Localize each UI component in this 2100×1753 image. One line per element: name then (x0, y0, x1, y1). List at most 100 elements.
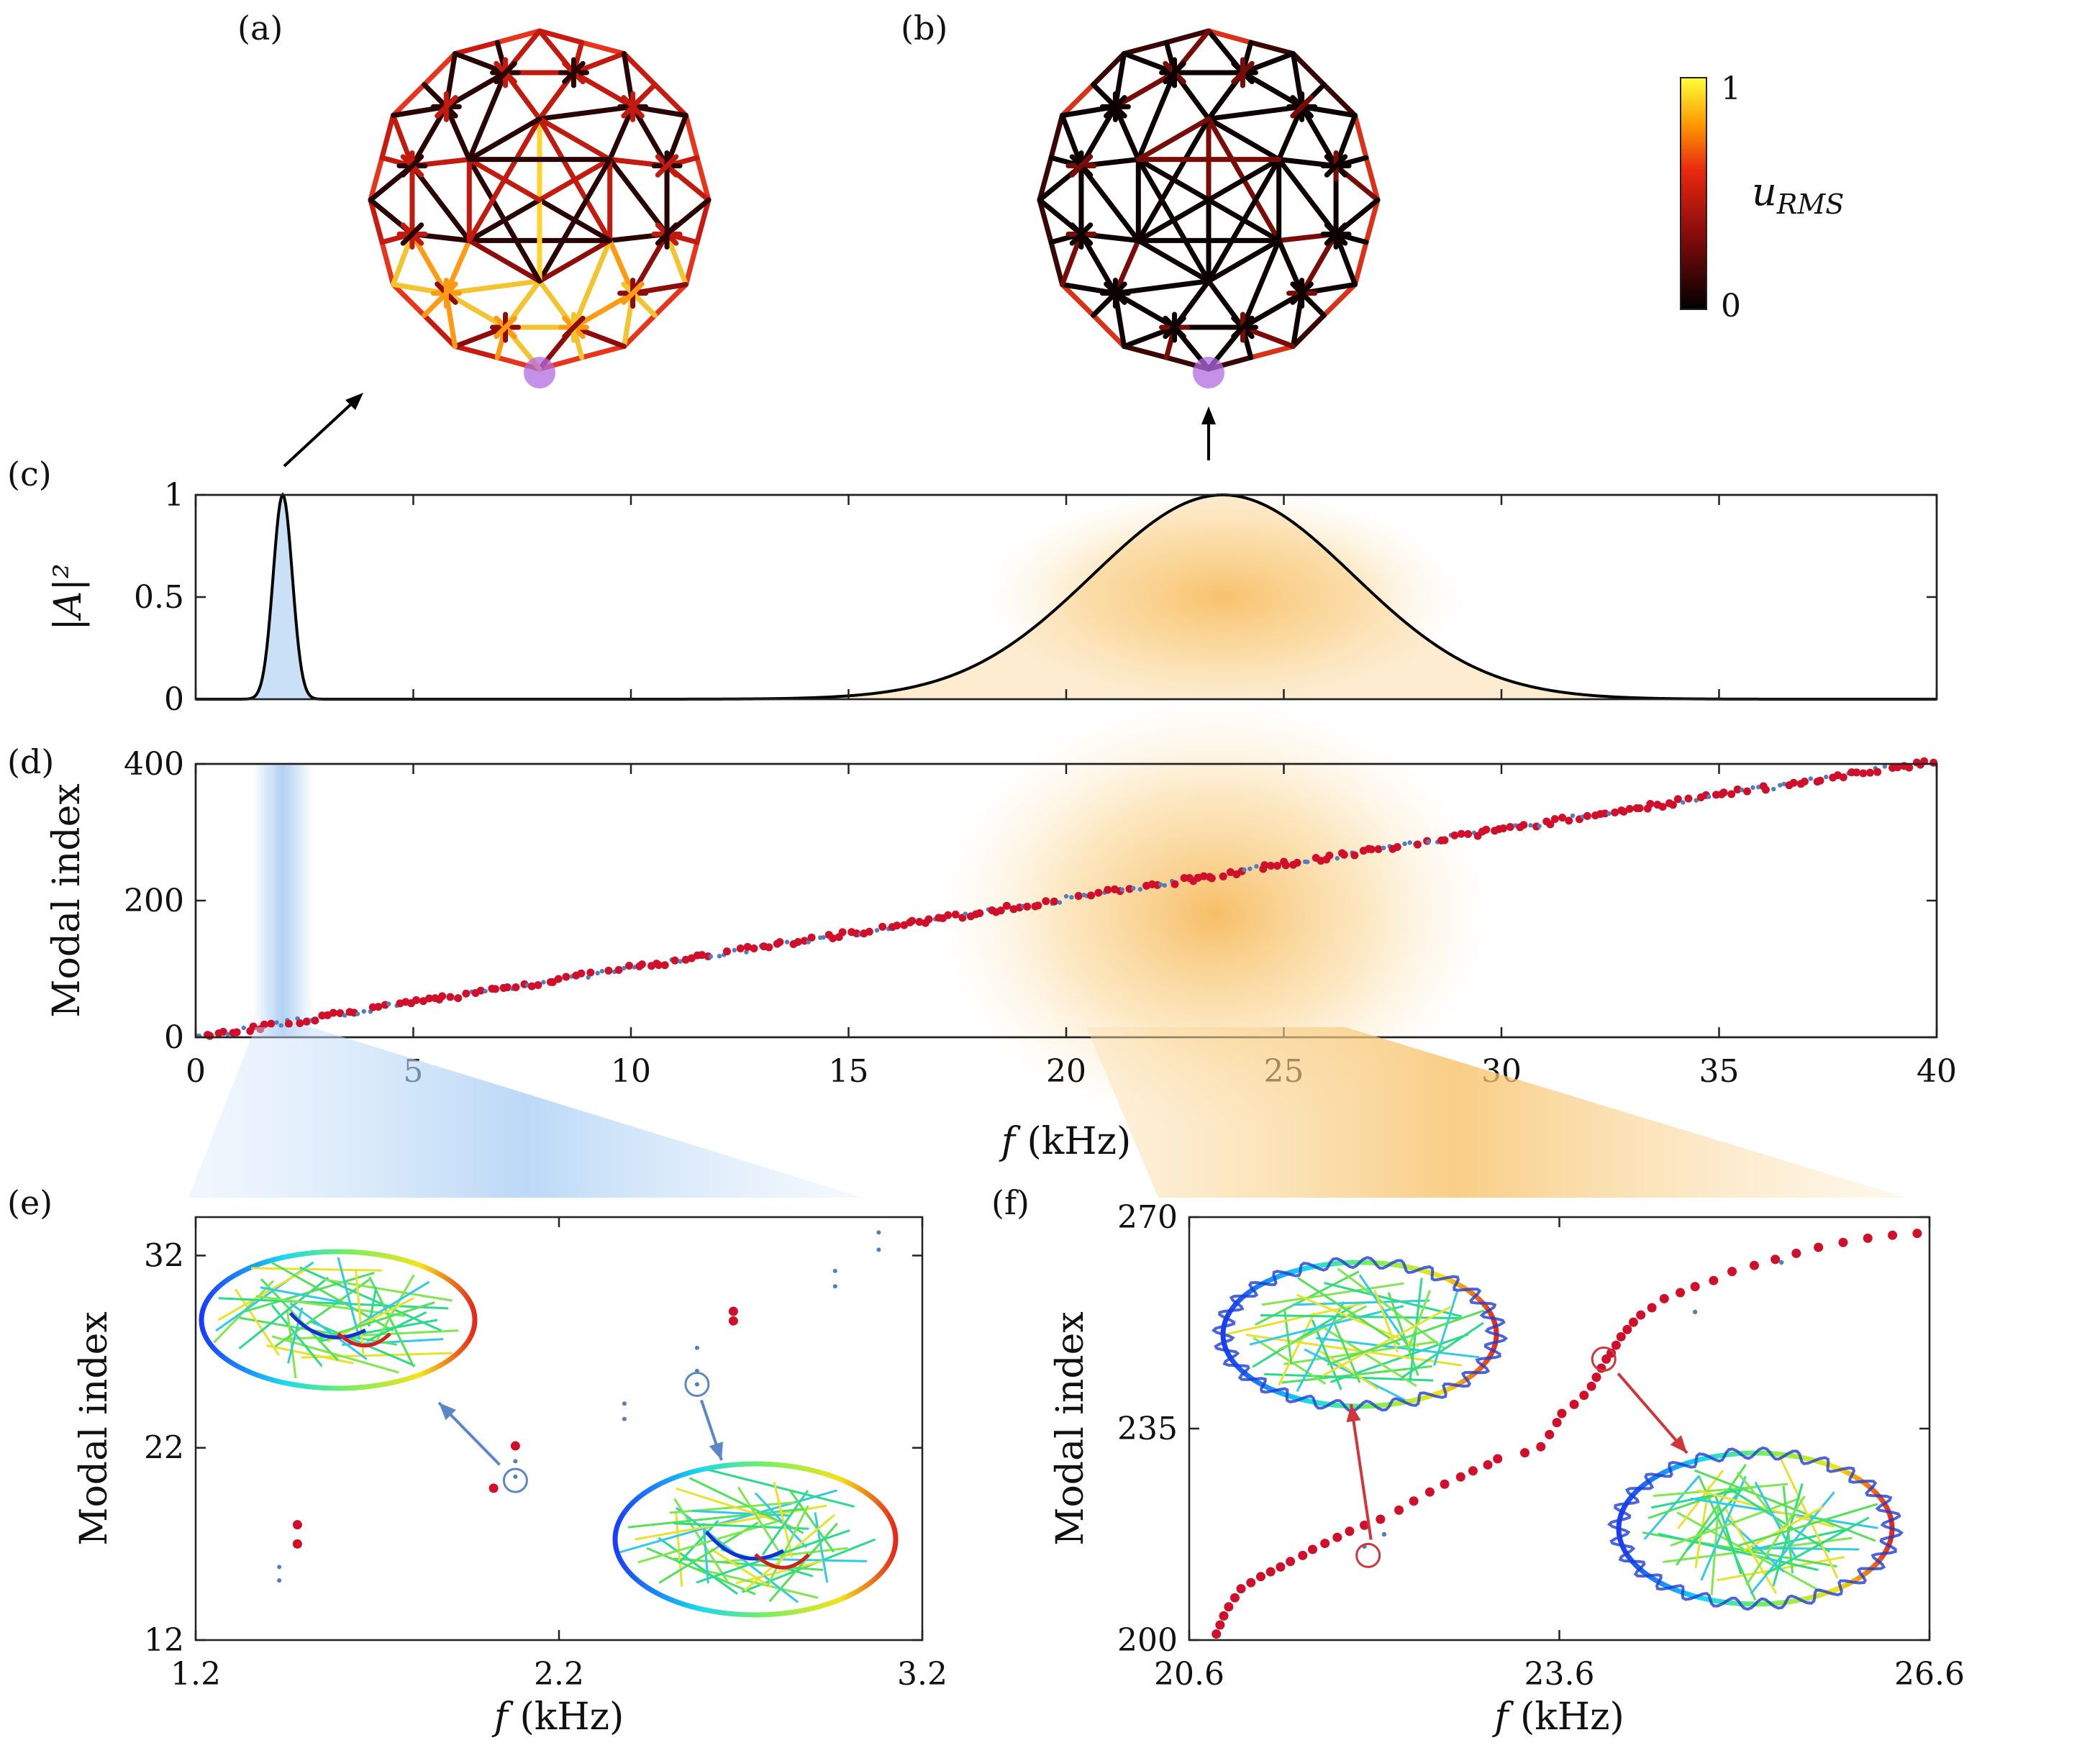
mode-point-blue (708, 954, 714, 959)
network-edge (664, 231, 689, 287)
mode-point-red (1224, 1602, 1234, 1612)
network-edge (1037, 197, 1054, 245)
mode-point-red (1586, 1381, 1596, 1391)
y-tick-label: 1 (164, 477, 184, 514)
network-edge (1069, 154, 1094, 178)
x-tick-label: 1.2 (171, 1656, 221, 1693)
mode-point-red (1647, 1303, 1657, 1313)
mode-point-red (1859, 769, 1868, 778)
mode-shape-edge (260, 1286, 353, 1306)
network-edge (390, 82, 427, 118)
mode-point-blue (832, 1268, 837, 1273)
network-edge (453, 40, 500, 56)
peak-fill (244, 495, 322, 699)
x-tick-label: 20 (1046, 1053, 1086, 1090)
mode-point-red (1506, 823, 1514, 832)
network-edge (1363, 155, 1381, 203)
mode-point-blue (1162, 883, 1168, 888)
mode-shape-wave (1211, 1256, 1509, 1413)
network-edge (1231, 60, 1255, 85)
mode-point-red (1635, 804, 1644, 813)
mode-point-red (1267, 862, 1276, 870)
network-edge (443, 104, 472, 163)
mode-point-red (1611, 1340, 1621, 1350)
mode-shape-edge (1737, 1503, 1878, 1547)
mode-point-blue (1407, 840, 1412, 845)
mode-shape-wave (1606, 1446, 1904, 1611)
mode-point-red (1557, 1408, 1567, 1419)
mode-point-red (1888, 1230, 1898, 1240)
mode-point-red (908, 916, 917, 925)
mode-point-red (1464, 830, 1473, 839)
mode-shape-edge (708, 1468, 855, 1508)
mode-point-red (1789, 778, 1798, 787)
mode-point-blue (1137, 887, 1143, 892)
mode-point-blue (513, 1459, 518, 1464)
mode-shape-edge (768, 1522, 838, 1603)
mode-point-red (1749, 1260, 1759, 1270)
mode-point-red (454, 994, 463, 1003)
y-tick-label: 0 (164, 681, 184, 718)
mode-point-red (1393, 842, 1401, 851)
mode-shape-edge (1322, 1306, 1452, 1378)
panel-label-c: (c) (7, 455, 52, 493)
x-axis-label: f (kHz) (999, 1120, 1132, 1163)
mode-point-red (232, 1028, 241, 1037)
mode-point-red (534, 980, 542, 989)
mode-point-red (292, 1520, 302, 1530)
network-edge (1048, 113, 1065, 160)
mode-point-red (586, 968, 595, 977)
mode-shape-edge (366, 1311, 427, 1342)
network-edge (652, 82, 689, 118)
mode-point-red (1298, 1550, 1308, 1560)
network-edge (1363, 197, 1381, 245)
mode-point-red (794, 937, 802, 946)
mode-point-blue (622, 1401, 627, 1406)
network-edge (1059, 282, 1096, 318)
mode-point-red (302, 1017, 311, 1026)
mode-point-red (1583, 811, 1591, 820)
mode-shape-edge (1643, 1475, 1701, 1541)
mode-point-red (446, 993, 455, 1001)
mode-point-red (1673, 795, 1682, 803)
mode-point-red (512, 983, 520, 992)
mode-shape-edge (1406, 1290, 1431, 1352)
network-edge (694, 155, 712, 203)
mode-shape-edge (1283, 1310, 1293, 1365)
mode-point-red (260, 1020, 268, 1029)
mode-shape-edge (766, 1505, 809, 1587)
y-tick-label: 200 (124, 883, 184, 919)
mode-shape-edge (299, 1266, 442, 1331)
mode-point-blue (1706, 794, 1712, 799)
network-edge (1112, 278, 1212, 296)
mode-point-red (1340, 850, 1348, 859)
mode-point-red (951, 910, 960, 919)
mode-point-blue (278, 1023, 283, 1028)
y-tick-label: 0.5 (134, 579, 184, 616)
mode-point-red (1034, 901, 1042, 910)
orange-glow (985, 489, 1460, 705)
mode-shape-accent-red (337, 1332, 391, 1348)
x-axis-label: f (kHz) (1491, 1695, 1624, 1739)
mode-point-blue (876, 1247, 881, 1252)
y-axis-label: Modal index (73, 1311, 116, 1546)
mode-shape-edge (218, 1297, 449, 1310)
network-edge (1104, 281, 1127, 305)
network-edge (1163, 60, 1186, 85)
network-edge (683, 240, 700, 287)
network-edge (1112, 104, 1141, 163)
mode-point-red (1273, 862, 1281, 870)
highlight-ring (1355, 1542, 1381, 1568)
mode-shape-edge (289, 1302, 368, 1360)
x-axis-label: f (kHz) (491, 1695, 624, 1739)
network-edge (1078, 104, 1118, 169)
mode-point-red (1246, 1577, 1256, 1588)
mode-point-blue (386, 1001, 391, 1006)
mode-shape-edge (1714, 1494, 1742, 1575)
mode-point-red (1873, 768, 1882, 776)
x-tick-label: 0 (186, 1053, 206, 1090)
mode-point-red (728, 1316, 738, 1326)
mode-point-red (1424, 1487, 1435, 1497)
network-edge (683, 113, 700, 160)
mode-point-red (1676, 1288, 1686, 1298)
